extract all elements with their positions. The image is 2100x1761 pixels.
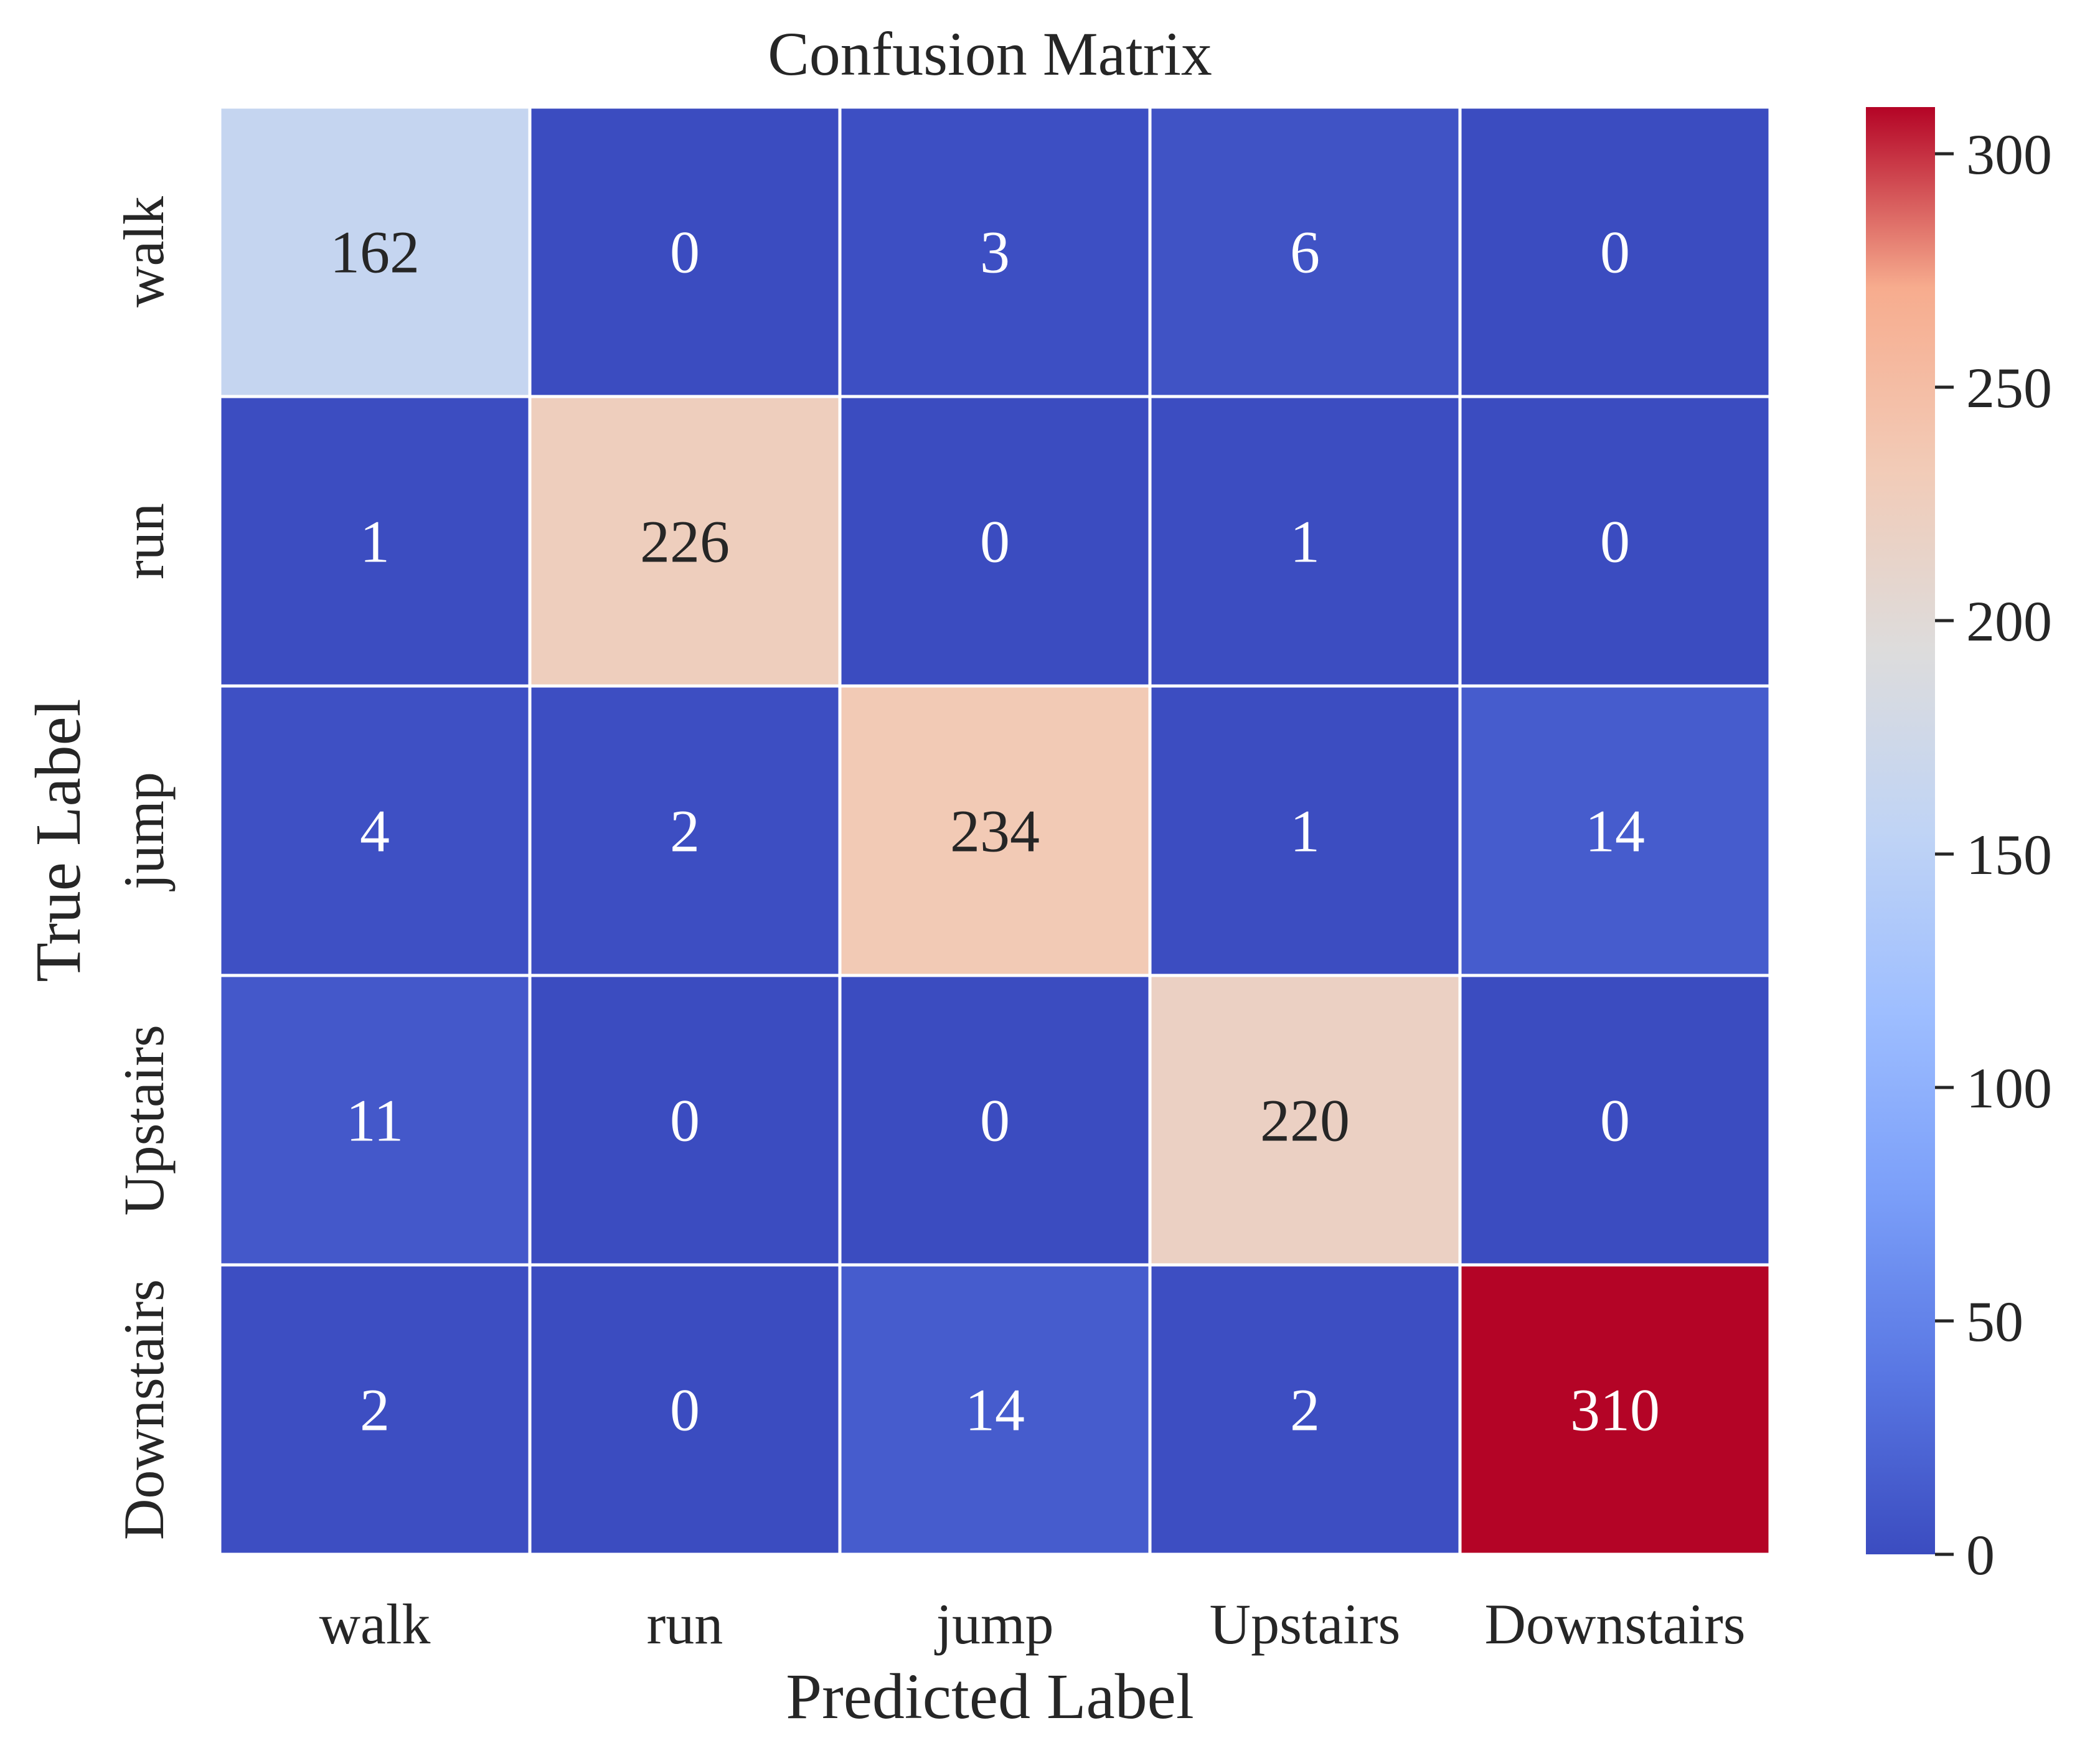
- colorbar-tick-label: 50: [1966, 1290, 2023, 1353]
- heatmap-cell-0-3: [1148, 105, 1462, 398]
- y-tick-label: Downstairs: [112, 1279, 176, 1540]
- cell-value-label-0-1: 0: [670, 219, 700, 286]
- y-tick-label: Upstairs: [112, 1025, 176, 1216]
- colorbar-tick-label: 0: [1966, 1523, 1995, 1587]
- heatmap-cell-0-1: [528, 105, 842, 398]
- cell-value-label-1-2: 0: [980, 509, 1010, 575]
- y-tick-label: walk: [112, 196, 176, 308]
- heatmap-cell-1-4: [1458, 395, 1772, 688]
- x-axis-label: Predicted Label: [786, 1661, 1194, 1732]
- cell-value-label-1-4: 0: [1600, 509, 1630, 575]
- cell-value-label-4-1: 0: [670, 1377, 700, 1444]
- cell-value-label-3-4: 0: [1600, 1087, 1630, 1154]
- y-axis-label: True Label: [22, 698, 94, 982]
- cell-value-label-2-1: 2: [670, 798, 700, 865]
- cell-value-label-2-3: 1: [1290, 798, 1320, 865]
- x-tick-label: walk: [319, 1592, 431, 1656]
- cell-value-label-0-3: 6: [1290, 219, 1320, 286]
- cell-value-label-2-2: 234: [950, 798, 1040, 865]
- x-tick-label: run: [647, 1592, 723, 1656]
- cell-value-label-3-2: 0: [980, 1087, 1010, 1154]
- heatmap-cell-0-4: [1458, 105, 1772, 398]
- heatmap-cell-4-4: [1458, 1263, 1772, 1556]
- cell-value-label-2-0: 4: [360, 798, 390, 865]
- cell-value-label-3-1: 0: [670, 1087, 700, 1154]
- heatmap-cell-4-2: [838, 1263, 1152, 1556]
- colorbar-tick-label: 200: [1966, 589, 2052, 653]
- cell-value-label-4-3: 2: [1290, 1377, 1320, 1444]
- heatmap-cell-2-2: [838, 684, 1152, 977]
- heatmap-cell-0-0: [218, 105, 532, 398]
- cell-value-label-1-1: 226: [640, 509, 730, 575]
- heatmap-cell-2-3: [1148, 684, 1462, 977]
- cell-value-label-4-0: 2: [360, 1377, 390, 1444]
- cell-value-label-0-4: 0: [1600, 219, 1630, 286]
- cell-value-label-3-0: 11: [346, 1087, 403, 1154]
- heatmap-cell-3-0: [218, 974, 532, 1267]
- y-axis-tick-labels: walk run jump Upstairs Downstairs: [112, 196, 176, 1540]
- colorbar-tick-label: 100: [1966, 1056, 2052, 1120]
- chart-title: Confusion Matrix: [768, 19, 1212, 88]
- x-tick-label: Downstairs: [1484, 1592, 1745, 1656]
- colorbar-tick-label: 150: [1966, 823, 2052, 886]
- heatmap-cell-0-2: [838, 105, 1152, 398]
- cell-value-label-1-3: 1: [1290, 509, 1320, 575]
- heatmap-cell-3-3: [1148, 974, 1462, 1267]
- colorbar-tick-label: 300: [1966, 123, 2052, 186]
- cell-value-label-4-2: 14: [965, 1377, 1025, 1444]
- heatmap-cells: [218, 105, 1772, 1556]
- heatmap-cell-3-1: [528, 974, 842, 1267]
- cell-value-label-0-0: 162: [330, 219, 420, 286]
- heatmap-cell-1-2: [838, 395, 1152, 688]
- heatmap-cell-3-4: [1458, 974, 1772, 1267]
- cell-value-label-2-4: 14: [1585, 798, 1645, 865]
- heatmap-cell-2-4: [1458, 684, 1772, 977]
- heatmap-cell-1-0: [218, 395, 532, 688]
- x-axis-tick-labels: walk run jump Upstairs Downstairs: [319, 1592, 1746, 1656]
- colorbar: [1866, 107, 1935, 1554]
- colorbar-ticks: 0 50 100 150 200 250 300: [1935, 123, 2052, 1587]
- heatmap-cell-4-1: [528, 1263, 842, 1556]
- heatmap-cell-labels: 162 0 3 6 0 1 226 0 1 0 4 2 234 1 14 11 0 0 220 0 2 0 14 2 310: [330, 219, 1660, 1444]
- y-tick-label: jump: [112, 772, 176, 891]
- cell-value-label-4-4: 310: [1570, 1377, 1660, 1444]
- x-tick-label: Upstairs: [1210, 1592, 1401, 1656]
- cell-value-label-1-0: 1: [360, 509, 390, 575]
- heatmap-cell-3-2: [838, 974, 1152, 1267]
- heatmap-cell-2-1: [528, 684, 842, 977]
- y-tick-label: run: [112, 503, 176, 580]
- x-tick-label: jump: [934, 1592, 1053, 1656]
- heatmap-cell-4-0: [218, 1263, 532, 1556]
- colorbar-tick-label: 250: [1966, 356, 2052, 420]
- cell-value-label-0-2: 3: [980, 219, 1010, 286]
- cell-value-label-3-3: 220: [1260, 1087, 1350, 1154]
